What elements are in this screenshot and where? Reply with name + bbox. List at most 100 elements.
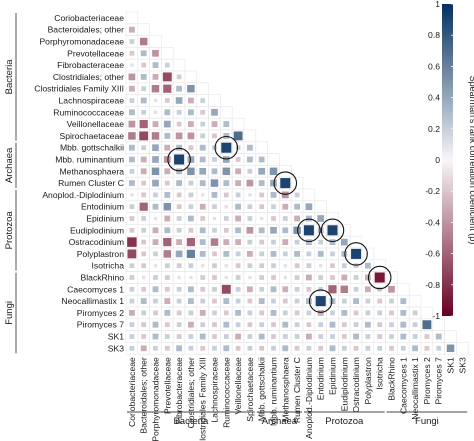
column-label: Fibrobacteraceae	[174, 357, 184, 424]
correlation-cell	[248, 275, 252, 280]
correlation-cell	[129, 298, 135, 304]
grid-cell	[231, 117, 245, 131]
correlation-cell	[152, 239, 159, 246]
correlation-cell	[259, 204, 265, 210]
correlation-cell	[151, 84, 160, 93]
correlation-cell	[212, 216, 217, 221]
correlation-cell	[176, 334, 182, 339]
correlation-cell	[247, 204, 253, 210]
correlation-cell	[129, 50, 135, 56]
correlation-cell	[164, 298, 171, 305]
column-label: Neocallimastix 1	[410, 357, 420, 420]
colorbar-tick-label: -1	[432, 311, 440, 321]
correlation-cell	[318, 334, 324, 339]
correlation-cell	[294, 322, 300, 328]
correlation-cell	[151, 132, 160, 140]
correlation-cell	[235, 168, 242, 175]
correlation-cell	[176, 227, 182, 233]
correlation-cell	[318, 275, 324, 280]
row-label: Veillonellaceae	[67, 119, 125, 129]
correlation-cell	[294, 263, 300, 269]
row-label: Entodinium	[81, 202, 124, 212]
correlation-cell	[187, 84, 195, 93]
column-label: Mbb. gottschalkii	[257, 357, 267, 421]
correlation-cell	[271, 275, 276, 280]
group-label-bottom: Protozoa	[325, 416, 364, 427]
correlation-cell	[330, 334, 335, 339]
highlight-ring	[214, 135, 239, 160]
group-label-bottom: Bacteria	[173, 416, 209, 427]
row-label: Caecomyces 1	[67, 284, 124, 294]
correlation-cell	[235, 180, 242, 187]
correlation-cell	[186, 237, 196, 247]
correlation-cell	[259, 251, 265, 257]
correlation-cell	[306, 322, 312, 328]
correlation-cell	[340, 238, 348, 246]
correlation-cell	[282, 345, 289, 352]
correlation-cell	[318, 345, 324, 351]
highlight-ring	[297, 218, 321, 243]
correlation-cell	[259, 310, 265, 316]
correlation-cell	[233, 131, 243, 141]
correlation-cell	[164, 191, 171, 198]
correlation-cell	[224, 205, 228, 209]
correlation-cell	[153, 251, 158, 257]
correlation-cell	[377, 322, 383, 328]
correlation-cell	[127, 237, 137, 247]
correlation-cell	[247, 345, 253, 351]
correlation-cell	[200, 121, 206, 127]
correlation-cell	[140, 168, 147, 175]
correlation-cell	[188, 227, 194, 233]
row-label: Clostridiales Family XIII	[34, 84, 124, 94]
correlation-cell	[330, 275, 335, 280]
grid-cell	[184, 70, 198, 84]
correlation-cell	[187, 321, 194, 328]
correlation-cell	[164, 62, 170, 68]
grid-cell	[279, 165, 292, 178]
correlation-cell	[177, 275, 181, 280]
correlation-cell	[364, 262, 371, 269]
correlation-cell	[153, 192, 158, 198]
highlight-ring	[320, 218, 345, 243]
column-label: Ostracodinium	[351, 357, 361, 412]
correlation-cell	[258, 180, 265, 187]
column-label: Lachnospiraceae	[210, 357, 220, 423]
correlation-cell	[259, 275, 265, 280]
correlation-cell	[223, 321, 230, 328]
correlation-cell	[164, 109, 171, 116]
correlation-cell	[212, 145, 217, 151]
correlation-cell	[294, 334, 300, 339]
correlation-cell	[153, 310, 158, 316]
correlation-cell	[271, 298, 276, 304]
correlation-cell	[280, 178, 291, 189]
correlation-cell	[139, 119, 148, 129]
correlation-cell	[306, 310, 312, 316]
correlation-cell	[222, 156, 230, 163]
column-label: Porphyromonadaceae	[151, 357, 161, 441]
column-label: Veillonellaceae	[233, 357, 243, 415]
correlation-cell	[212, 345, 217, 351]
correlation-cell	[129, 345, 135, 351]
correlation-cell	[389, 298, 394, 304]
row-label: Piromyces 2	[77, 308, 124, 318]
correlation-cell	[174, 154, 185, 165]
correlation-cell	[283, 264, 287, 268]
correlation-cell	[424, 345, 430, 351]
correlation-cell	[129, 39, 135, 44]
correlation-cell	[152, 227, 159, 234]
correlation-cell	[247, 168, 253, 174]
row-label: Piromyces 7	[77, 320, 124, 330]
correlation-cell	[305, 298, 312, 305]
correlation-cell	[129, 286, 135, 292]
row-label: Porphyromonadaceae	[39, 37, 124, 47]
correlation-cell	[140, 50, 147, 57]
grid-cell	[220, 106, 233, 119]
correlation-cell	[377, 298, 383, 304]
correlation-cell	[223, 345, 230, 352]
row-label: Epidinium	[86, 214, 124, 224]
correlation-cell	[130, 63, 134, 67]
correlation-cell	[223, 227, 229, 233]
correlation-cell	[188, 310, 194, 316]
column-label: BlackRhino	[387, 357, 397, 401]
correlation-cell	[153, 298, 158, 304]
